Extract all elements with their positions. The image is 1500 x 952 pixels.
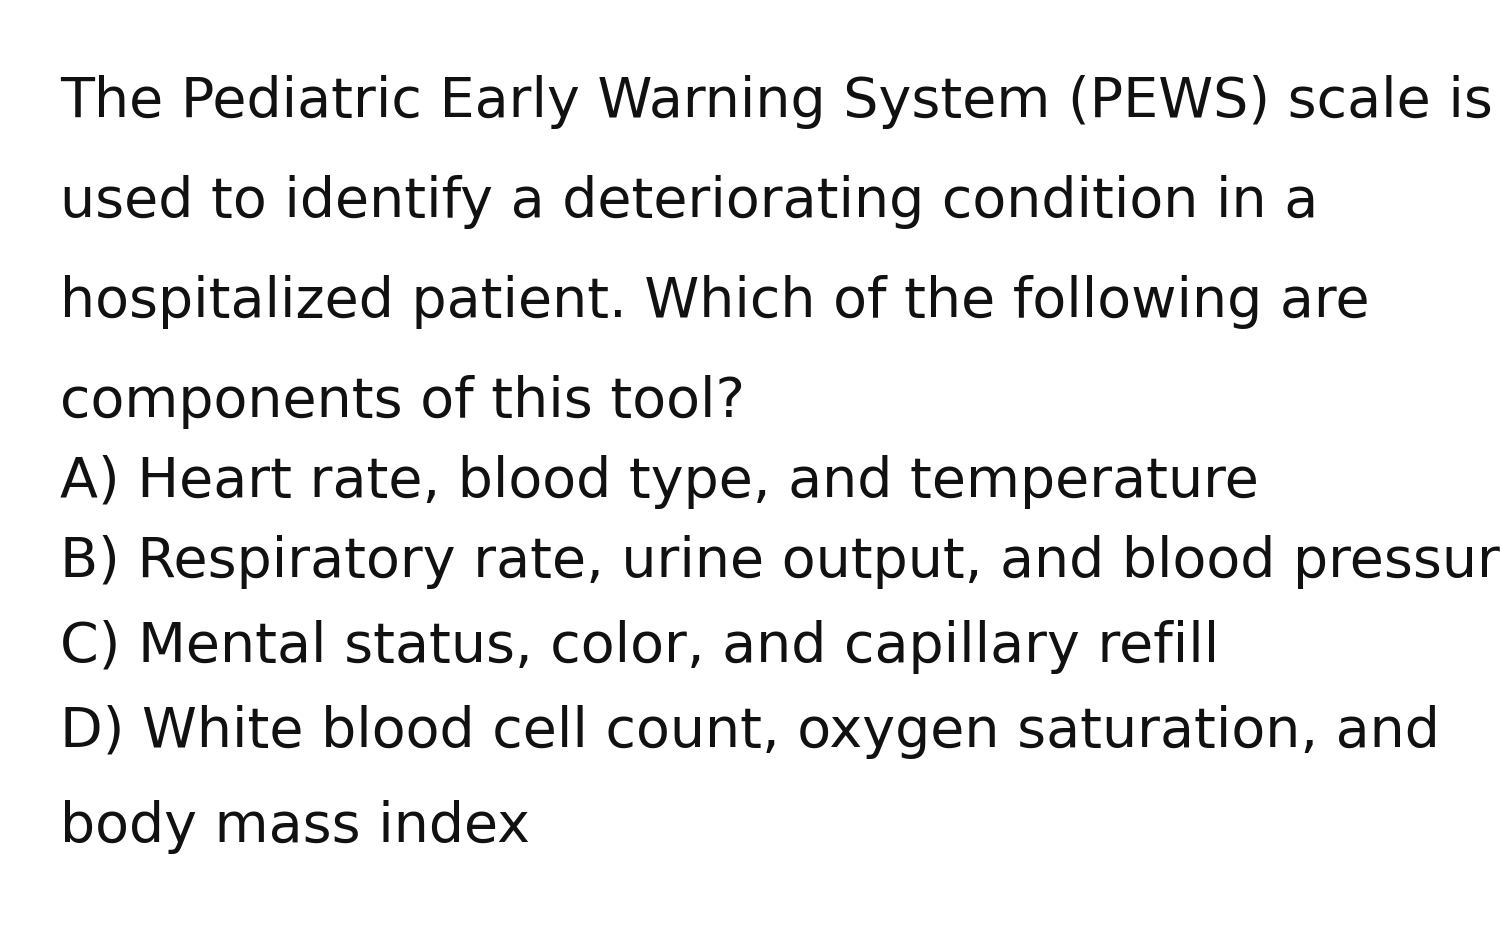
Text: The Pediatric Early Warning System (PEWS) scale is: The Pediatric Early Warning System (PEWS… xyxy=(60,75,1492,129)
Text: body mass index: body mass index xyxy=(60,800,530,854)
Text: A) Heart rate, blood type, and temperature: A) Heart rate, blood type, and temperatu… xyxy=(60,455,1258,509)
Text: C) Mental status, color, and capillary refill: C) Mental status, color, and capillary r… xyxy=(60,620,1219,674)
Text: components of this tool?: components of this tool? xyxy=(60,375,746,429)
Text: hospitalized patient. Which of the following are: hospitalized patient. Which of the follo… xyxy=(60,275,1370,329)
Text: used to identify a deteriorating condition in a: used to identify a deteriorating conditi… xyxy=(60,175,1318,229)
Text: B) Respiratory rate, urine output, and blood pressure: B) Respiratory rate, urine output, and b… xyxy=(60,535,1500,589)
Text: D) White blood cell count, oxygen saturation, and: D) White blood cell count, oxygen satura… xyxy=(60,705,1440,759)
